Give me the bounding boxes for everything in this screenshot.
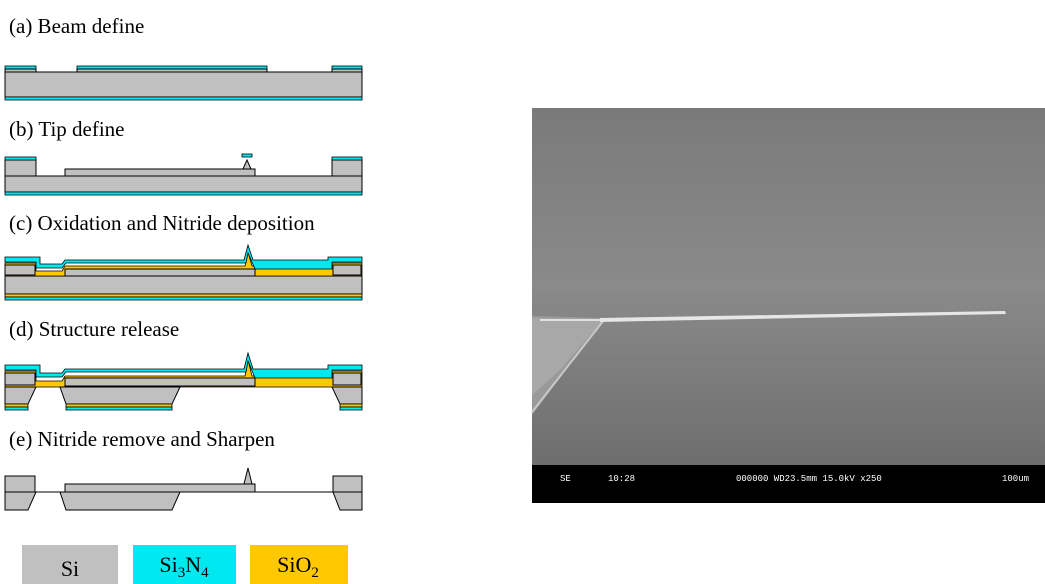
legend-sub: 3: [178, 565, 186, 581]
legend-label: Si: [61, 556, 79, 581]
legend-sub: 4: [201, 565, 209, 581]
cross-section-b: [5, 154, 362, 195]
page: (a) Beam define (b) Tip define (c) Oxida…: [0, 0, 1045, 584]
sem-scale: 100um: [1002, 474, 1029, 484]
cross-section-a: [5, 66, 362, 100]
legend-sub: 2: [311, 565, 319, 581]
sem-image: SE 10:28 000000 WD23.5mm 15.0kV x250 100…: [532, 108, 1045, 503]
legend-text: N: [185, 552, 201, 577]
sem-info: 000000 WD23.5mm 15.0kV x250: [736, 474, 882, 484]
cross-section-d: [5, 353, 362, 410]
sem-time: 10:28: [608, 474, 635, 484]
step-label: (b) Tip define: [9, 117, 125, 141]
cross-section-c: [5, 245, 362, 300]
legend-text: Si: [159, 552, 177, 577]
sem-mode: SE: [560, 474, 571, 484]
legend-text: Si: [61, 556, 79, 581]
legend-text: SiO: [277, 552, 311, 577]
step-label: (e) Nitride remove and Sharpen: [9, 427, 275, 451]
cross-section-e: [5, 468, 362, 510]
step-label: (d) Structure release: [9, 317, 179, 341]
step-label: (c) Oxidation and Nitride deposition: [9, 211, 315, 235]
step-label: (a) Beam define: [9, 14, 144, 38]
